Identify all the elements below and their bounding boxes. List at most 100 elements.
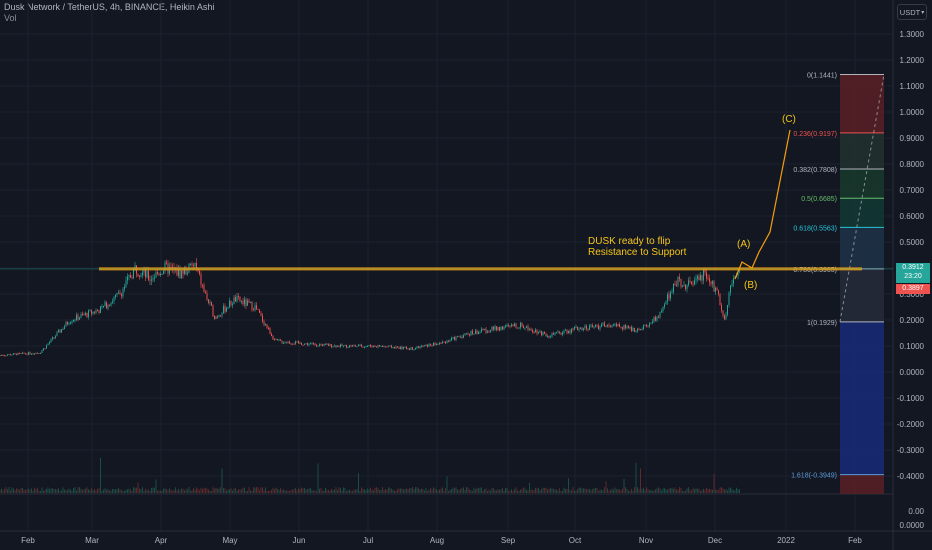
candle-body: [158, 273, 160, 276]
volume-bar: [448, 490, 449, 493]
volume-bar: [196, 487, 197, 493]
wave-b-label[interactable]: (B): [744, 280, 757, 291]
volume-bar: [524, 488, 526, 493]
currency-selector[interactable]: USDT ▾: [897, 4, 927, 20]
volume-bar: [148, 489, 149, 493]
candle-body: [295, 341, 296, 344]
candle-body: [176, 268, 178, 276]
candle-body: [451, 337, 452, 341]
volume-bar: [623, 479, 625, 493]
volume-bar: [395, 490, 397, 493]
volume-bar: [542, 487, 544, 493]
volume-bar: [251, 490, 253, 493]
volume-bar: [179, 490, 181, 493]
volume-bar: [679, 487, 680, 493]
candle-body: [565, 329, 566, 331]
volume-bar: [625, 487, 626, 493]
volume-bar: [49, 489, 50, 493]
candle-body: [79, 317, 80, 320]
candle-body: [457, 336, 458, 338]
volume-bar: [674, 487, 676, 493]
candle-body: [154, 277, 155, 279]
candle-body: [413, 349, 415, 351]
volume-bar: [569, 489, 571, 493]
fib-zone: [840, 474, 884, 494]
volume-bar: [653, 490, 655, 493]
wave-a-label[interactable]: (A): [737, 239, 750, 250]
time-axis[interactable]: Feb Mar Apr May Jun Jul Aug Sep Oct Nov Dec 2022 Feb: [21, 536, 862, 545]
candle-body: [194, 262, 196, 267]
candle-body: [314, 343, 316, 345]
candle-body: [581, 327, 583, 330]
volume-bar: [632, 490, 634, 493]
volume-bar: [122, 490, 124, 493]
candle-body: [206, 293, 208, 300]
volume-bar: [658, 487, 659, 493]
volume-bar: [724, 489, 725, 493]
candle-body: [319, 344, 320, 346]
candle-body: [13, 353, 14, 355]
volume-bar: [137, 482, 139, 493]
volume-bar: [511, 489, 512, 493]
price-axis[interactable]: 1.3000 1.2000 1.1000 1.0000 0.9000 0.8000 0.70…: [897, 30, 925, 530]
volume-bar: [368, 489, 370, 493]
volume-bar: [388, 487, 389, 493]
candle-body: [196, 262, 197, 269]
volume-bar: [502, 487, 503, 493]
candle-body: [214, 316, 215, 319]
candle-body: [166, 262, 167, 264]
volume-bar: [476, 487, 478, 493]
volume-bar: [428, 489, 430, 493]
candle-body: [397, 346, 398, 348]
candle-body: [665, 301, 667, 305]
candle-body: [236, 296, 238, 302]
fibonacci-retracement[interactable]: 0(1.1441) 0.236(0.9197) 0.382(0.7808) 0.5(0…: [791, 73, 885, 494]
volume-bar: [346, 490, 347, 493]
candle-body: [541, 331, 542, 336]
volume-bar: [32, 490, 34, 493]
candle-body: [721, 305, 722, 311]
annotation-note-line-1[interactable]: DUSK ready to flip: [588, 236, 671, 247]
volume-bar: [259, 490, 260, 493]
volume-bar: [727, 490, 728, 493]
candle-body: [71, 321, 73, 323]
candle-body: [238, 296, 239, 298]
annotation-note-line-2[interactable]: Resistance to Support: [588, 247, 687, 258]
candle-body: [103, 305, 104, 307]
volume-bar: [494, 490, 496, 493]
candle-body: [209, 302, 211, 304]
wave-c-label[interactable]: (C): [782, 114, 796, 125]
volume-bar: [382, 487, 383, 493]
candle-body: [713, 281, 715, 292]
volume-bar: [299, 488, 301, 493]
volume-bar: [146, 490, 148, 493]
candle-body: [182, 270, 184, 274]
volume-bar: [716, 489, 718, 493]
candle-body: [706, 272, 707, 279]
candle-body: [89, 310, 91, 312]
candle-body: [700, 275, 701, 281]
volume-bar: [571, 490, 572, 493]
candle-body: [550, 336, 551, 338]
candle-body: [662, 306, 664, 312]
volume-bar: [47, 487, 49, 493]
volume-bar: [617, 488, 619, 493]
candle-body: [686, 285, 688, 289]
candle-body: [410, 347, 412, 350]
volume-bar: [613, 489, 614, 493]
candle-body: [127, 276, 128, 281]
candle-body: [689, 280, 691, 282]
candle-body: [247, 300, 248, 306]
volume-bar: [164, 488, 166, 493]
volume-bar: [271, 489, 272, 493]
volume-bar: [74, 487, 76, 493]
volume-bar: [601, 489, 602, 493]
volume-bar: [221, 468, 223, 493]
volume-bar: [238, 489, 239, 493]
candle-body: [481, 328, 482, 332]
candle-body: [19, 352, 20, 354]
elliott-wave-path[interactable]: [734, 129, 791, 280]
price-tick-label: 1.1000: [900, 82, 925, 91]
candle-body: [368, 345, 370, 347]
